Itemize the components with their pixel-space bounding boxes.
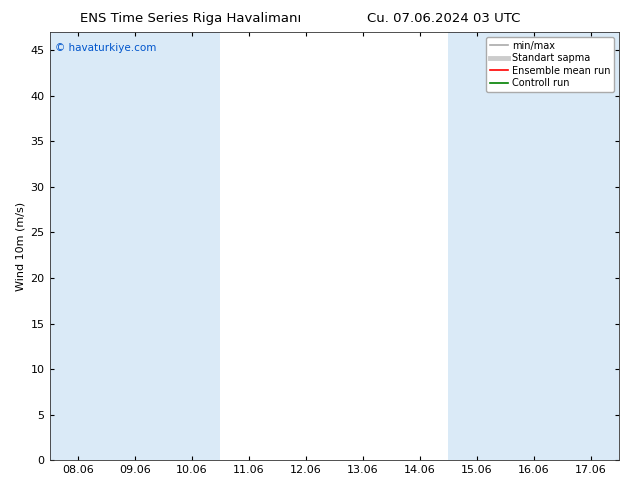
Text: © havaturkiye.com: © havaturkiye.com [55,43,157,53]
Text: ENS Time Series Riga Havalimanı: ENS Time Series Riga Havalimanı [80,12,301,25]
Legend: min/max, Standart sapma, Ensemble mean run, Controll run: min/max, Standart sapma, Ensemble mean r… [486,37,614,92]
Text: Cu. 07.06.2024 03 UTC: Cu. 07.06.2024 03 UTC [367,12,521,25]
Bar [448,32,505,460]
Bar [164,32,221,460]
Bar [505,32,562,460]
Bar [562,32,619,460]
Bar [107,32,164,460]
Bar [49,32,107,460]
Y-axis label: Wind 10m (m/s): Wind 10m (m/s) [15,201,25,291]
